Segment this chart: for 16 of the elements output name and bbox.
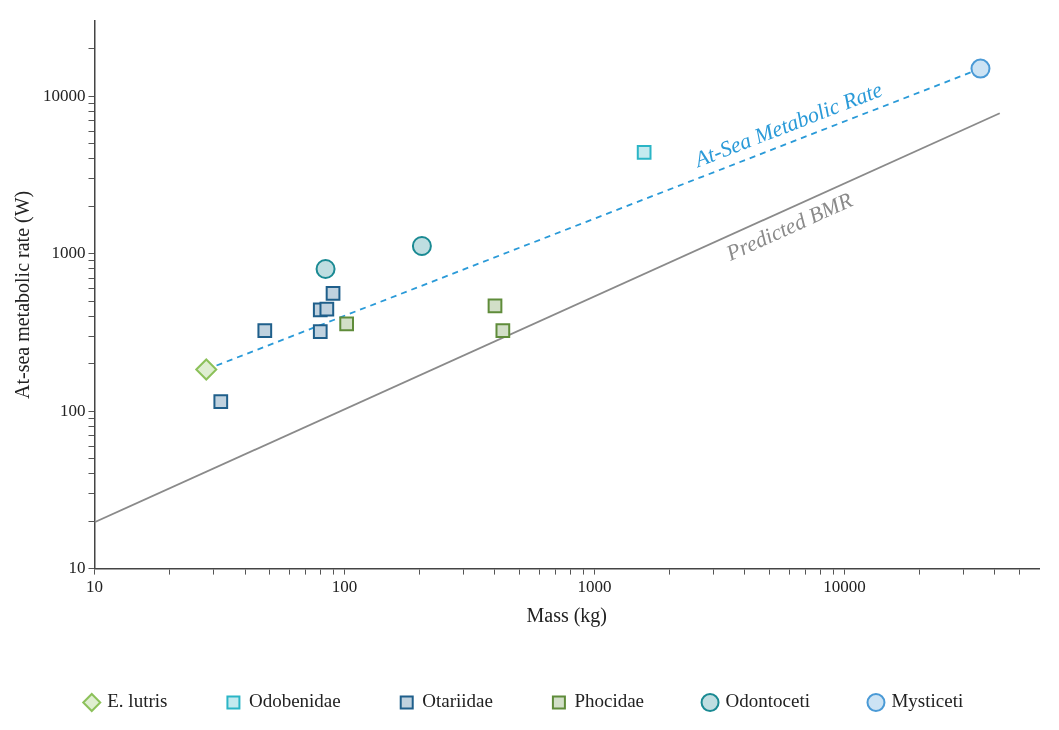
y-axis-title: At-sea metabolic rate (W) <box>11 190 35 400</box>
y-tick-label: 10 <box>68 558 86 578</box>
legend-label: Otariidae <box>422 690 493 712</box>
y-tick-label: 1000 <box>51 243 86 263</box>
legend-label: Odontoceti <box>725 690 810 712</box>
legend-label: Phocidae <box>574 690 645 712</box>
legend-label: E. lutris <box>107 690 168 712</box>
x-tick-label: 1000 <box>577 577 612 597</box>
legend-label: Mysticeti <box>891 690 964 712</box>
x-axis-title: Mass (kg) <box>526 604 608 628</box>
y-tick-label: 10000 <box>43 85 86 105</box>
x-tick-label: 10000 <box>823 577 866 597</box>
x-tick-label: 100 <box>331 577 358 597</box>
y-tick-label: 100 <box>60 400 86 420</box>
x-tick-label: 10 <box>86 577 103 597</box>
legend-label: Odobenidae <box>248 690 341 712</box>
